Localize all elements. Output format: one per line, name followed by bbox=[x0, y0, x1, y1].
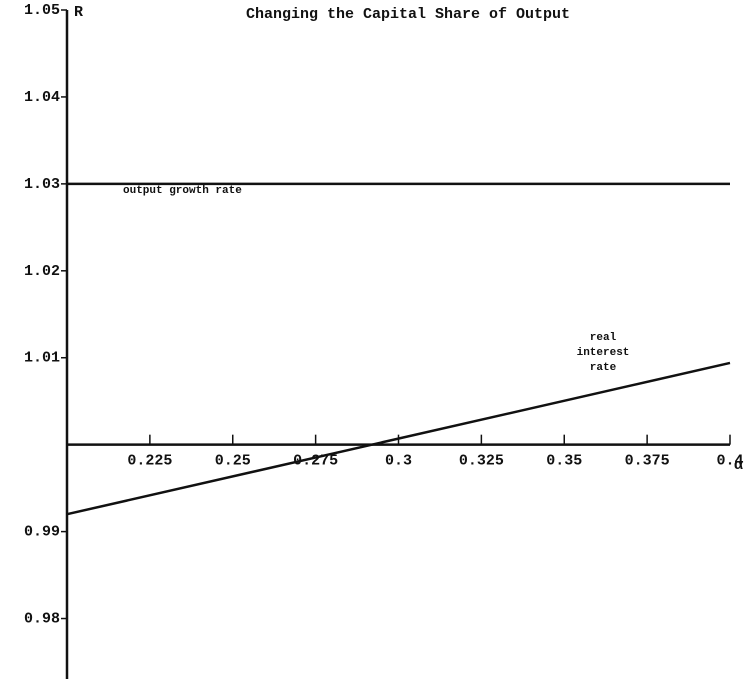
annotation: rate bbox=[590, 362, 617, 374]
y-tick-label: 0.98 bbox=[24, 611, 60, 628]
y-tick-label: 1.01 bbox=[24, 350, 60, 367]
y-axis-label: R bbox=[74, 4, 83, 21]
y-tick-label: 0.99 bbox=[24, 524, 60, 541]
x-tick-label: 0.35 bbox=[546, 453, 582, 470]
x-axis-label: α bbox=[734, 457, 743, 474]
chart-title: Changing the Capital Share of Output bbox=[246, 6, 570, 23]
x-tick-label: 0.375 bbox=[625, 453, 670, 470]
x-tick-label: 0.275 bbox=[293, 453, 338, 470]
x-tick-label: 0.4 bbox=[716, 453, 743, 470]
x-tick-label: 0.225 bbox=[127, 453, 172, 470]
x-tick-label: 0.25 bbox=[215, 453, 251, 470]
x-tick-label: 0.325 bbox=[459, 453, 504, 470]
y-tick-label: 1.04 bbox=[24, 89, 60, 106]
y-tick-label: 1.02 bbox=[24, 263, 60, 280]
y-tick-label: 1.03 bbox=[24, 176, 60, 193]
annotation: output growth rate bbox=[123, 185, 242, 197]
annotation: interest bbox=[577, 347, 630, 359]
y-tick-label: 1.05 bbox=[24, 2, 60, 19]
annotation: real bbox=[590, 332, 617, 344]
x-tick-label: 0.3 bbox=[385, 453, 412, 470]
data-line bbox=[66, 361, 731, 516]
